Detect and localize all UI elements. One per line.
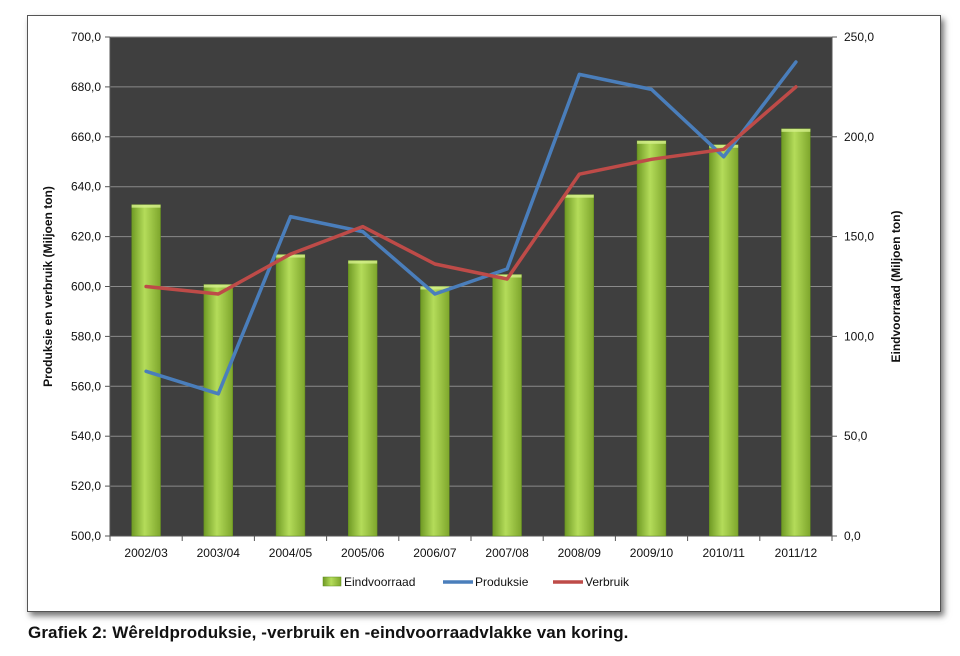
x-tick-label: 2010/11 bbox=[702, 546, 745, 560]
legend-label-eindvoorraad: Eindvoorraad bbox=[344, 575, 415, 589]
y-right-tick-label: 100,0 bbox=[844, 329, 874, 343]
bar-eindvoorraad bbox=[636, 140, 667, 537]
y-tick-label: 580,0 bbox=[71, 329, 101, 343]
y-tick-label: 520,0 bbox=[71, 479, 101, 493]
x-tick-label: 2006/07 bbox=[413, 546, 457, 560]
x-tick-label: 2004/05 bbox=[269, 546, 313, 560]
bar-eindvoorraad bbox=[420, 286, 450, 537]
x-tick-label: 2003/04 bbox=[197, 546, 241, 560]
bar-top-highlight bbox=[781, 128, 811, 132]
y-tick-label: 660,0 bbox=[71, 130, 101, 144]
bar-eindvoorraad bbox=[203, 284, 233, 537]
legend-label-verbruik: Verbruik bbox=[585, 575, 630, 589]
y-right-tick-label: 200,0 bbox=[844, 130, 874, 144]
x-tick-label: 2008/09 bbox=[558, 546, 602, 560]
bar-eindvoorraad bbox=[275, 254, 306, 537]
x-tick-label: 2005/06 bbox=[341, 546, 385, 560]
y-right-tick-label: 50,0 bbox=[844, 429, 868, 443]
y-tick-label: 500,0 bbox=[71, 529, 101, 543]
line-produksie bbox=[144, 60, 798, 396]
bar-eindvoorraad bbox=[781, 128, 811, 537]
y-tick-label: 700,0 bbox=[71, 30, 101, 44]
y-right-tick-label: 0,0 bbox=[844, 529, 861, 543]
bar-top-highlight bbox=[131, 204, 161, 208]
y-axis-title: Produksie en verbruik (Miljoen ton) bbox=[41, 186, 55, 387]
y-right-tick-label: 150,0 bbox=[844, 230, 874, 244]
bar-top-highlight bbox=[348, 260, 378, 264]
bar-top-highlight bbox=[420, 286, 450, 290]
legend-label-produksie: Produksie bbox=[475, 575, 529, 589]
bar-top-highlight bbox=[709, 144, 739, 148]
legend-swatch-eindvoorraad bbox=[322, 576, 342, 587]
bar-eindvoorraad bbox=[709, 144, 739, 537]
y-tick-label: 620,0 bbox=[71, 230, 101, 244]
y-tick-label: 600,0 bbox=[71, 280, 101, 294]
y-tick-label: 540,0 bbox=[71, 429, 101, 443]
bar-top-highlight bbox=[637, 140, 666, 144]
bar-eindvoorraad bbox=[492, 274, 522, 537]
y-right-axis-title: Eindvoorraad (Miljoen ton) bbox=[889, 210, 903, 362]
x-tick-label: 2011/12 bbox=[775, 546, 818, 560]
line-verbruik bbox=[144, 85, 798, 296]
x-tick-label: 2009/10 bbox=[630, 546, 674, 560]
y-tick-label: 560,0 bbox=[71, 379, 101, 393]
bar-top-highlight bbox=[564, 194, 594, 198]
y-tick-label: 680,0 bbox=[71, 80, 101, 94]
x-tick-label: 2002/03 bbox=[124, 546, 168, 560]
x-tick-label: 2007/08 bbox=[485, 546, 529, 560]
y-right-tick-label: 250,0 bbox=[844, 30, 874, 44]
bar-eindvoorraad bbox=[348, 260, 378, 537]
bar-eindvoorraad bbox=[564, 194, 594, 537]
chart-caption: Grafiek 2: Wêreldproduksie, -verbruik en… bbox=[28, 623, 629, 642]
y-tick-label: 640,0 bbox=[71, 180, 101, 194]
bar-top-highlight bbox=[203, 284, 233, 288]
